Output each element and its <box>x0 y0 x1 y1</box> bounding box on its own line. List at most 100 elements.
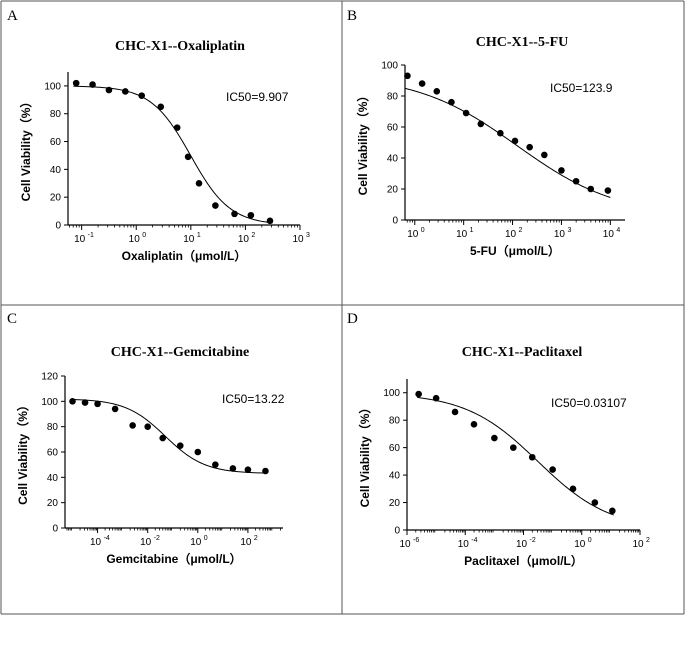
data-point <box>462 109 470 117</box>
chart-title: CHC-X1--Oxaliplatin <box>115 39 245 54</box>
x-tick-label: 10 <box>399 539 411 550</box>
data-point <box>587 185 595 193</box>
x-tick-label: 10 <box>240 537 252 548</box>
data-point <box>247 211 255 219</box>
fit-curve <box>71 398 267 474</box>
x-tick-exponent: 2 <box>251 232 255 239</box>
x-tick-exponent: 4 <box>616 227 620 234</box>
y-tick-label: 60 <box>47 448 59 459</box>
data-point <box>176 442 184 449</box>
data-point <box>212 461 219 468</box>
y-tick-label: 60 <box>50 137 62 148</box>
x-tick-exponent: 0 <box>588 537 592 544</box>
ic50-annotation: IC50=0.03107 <box>551 396 627 410</box>
data-point <box>528 453 536 461</box>
x-tick-label: 10 <box>516 539 528 550</box>
y-tick-label: 80 <box>387 92 399 103</box>
x-tick-label: 10 <box>505 229 517 240</box>
x-tick-label: 10 <box>458 539 470 550</box>
data-point <box>415 390 422 398</box>
fit-curve <box>417 396 614 516</box>
fit-curve <box>73 85 273 224</box>
x-tick-exponent: 2 <box>519 227 523 234</box>
data-point <box>94 400 101 408</box>
data-point <box>541 151 548 159</box>
y-tick-label: 120 <box>41 372 58 383</box>
y-tick-label: 100 <box>383 388 400 399</box>
x-tick-exponent: 3 <box>306 232 310 239</box>
y-tick-label: 80 <box>47 422 59 433</box>
panel-letter-b: B <box>347 8 357 24</box>
data-point <box>262 467 269 475</box>
data-point <box>144 423 151 430</box>
x-tick-exponent: -2 <box>154 535 160 542</box>
data-point <box>448 98 455 106</box>
data-point <box>572 177 580 185</box>
x-tick-label: 10 <box>456 229 468 240</box>
data-point <box>194 448 202 456</box>
data-point <box>173 124 181 131</box>
data-point <box>404 72 411 80</box>
data-point <box>89 81 96 88</box>
x-axis-label: Gemcitabine（μmol/L） <box>106 551 241 566</box>
data-point <box>159 434 167 442</box>
y-tick-label: 100 <box>381 61 398 72</box>
y-tick-label: 80 <box>389 416 401 427</box>
data-point <box>609 507 616 515</box>
y-tick-label: 40 <box>389 471 401 482</box>
x-tick-exponent: 0 <box>421 227 425 234</box>
panel-letter-c: C <box>7 311 17 327</box>
y-tick-label: 20 <box>47 498 59 509</box>
y-axis-label: Cell Viability（%） <box>18 96 33 202</box>
y-tick-label: 20 <box>387 185 399 196</box>
y-tick-label: 20 <box>389 498 401 509</box>
x-tick-exponent: 2 <box>646 537 650 544</box>
y-tick-label: 60 <box>389 443 401 454</box>
x-tick-exponent: 0 <box>204 535 208 542</box>
panel-letter-a: A <box>7 8 18 24</box>
data-point <box>511 137 519 145</box>
x-tick-exponent: -2 <box>530 537 536 544</box>
y-tick-label: 0 <box>392 216 398 227</box>
x-tick-label: 10 <box>90 537 102 548</box>
data-point <box>81 399 89 406</box>
x-tick-label: 10 <box>632 539 644 550</box>
x-tick-exponent: -1 <box>88 232 94 239</box>
data-point <box>491 434 498 442</box>
y-tick-label: 20 <box>50 193 62 204</box>
x-tick-label: 10 <box>554 229 566 240</box>
x-tick-label: 10 <box>574 539 586 550</box>
y-tick-label: 40 <box>387 154 399 165</box>
data-point <box>477 120 485 128</box>
y-axis-label: Cell Viability（%） <box>357 402 372 508</box>
x-tick-label: 10 <box>74 234 86 245</box>
x-axis-label: Paclitaxel（μmol/L） <box>464 553 583 568</box>
x-tick-exponent: -4 <box>104 535 110 542</box>
data-point <box>129 422 136 429</box>
x-tick-label: 10 <box>407 229 419 240</box>
y-tick-label: 0 <box>52 524 58 535</box>
chart-title: CHC-X1--5-FU <box>476 35 569 50</box>
data-point <box>105 86 113 94</box>
y-tick-label: 0 <box>394 526 400 537</box>
x-tick-label: 10 <box>140 537 152 548</box>
data-point <box>212 202 219 209</box>
data-point <box>591 499 599 506</box>
x-tick-exponent: 0 <box>142 232 146 239</box>
data-point <box>229 465 237 472</box>
chart-title: CHC-X1--Gemcitabine <box>111 345 249 360</box>
ic50-annotation: IC50=123.9 <box>550 81 613 95</box>
x-tick-label: 10 <box>190 537 202 548</box>
data-point <box>510 444 517 451</box>
x-tick-label: 10 <box>183 234 195 245</box>
y-tick-label: 60 <box>387 123 399 134</box>
chart-title: CHC-X1--Paclitaxel <box>462 345 583 360</box>
data-point <box>549 466 556 473</box>
x-tick-exponent: 3 <box>567 227 571 234</box>
y-tick-label: 100 <box>41 397 58 408</box>
data-point <box>157 103 165 111</box>
